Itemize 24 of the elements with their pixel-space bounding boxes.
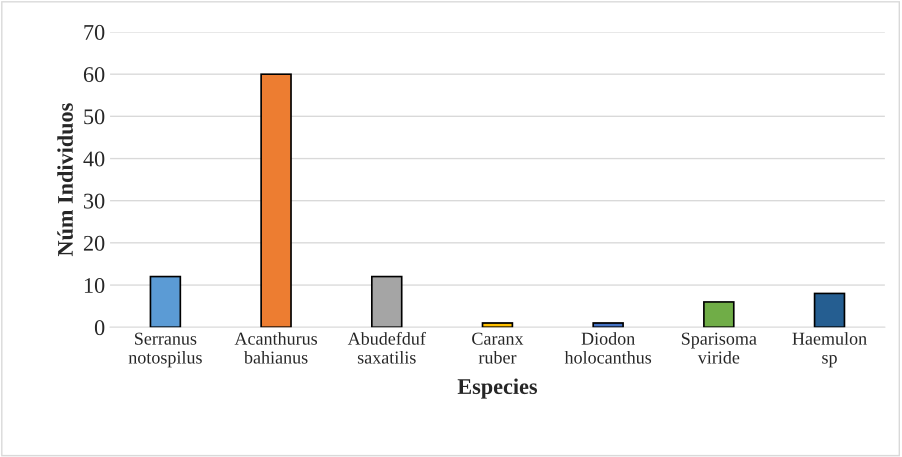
x-tick-label: Serranus notospilus — [128, 332, 202, 368]
bar — [260, 73, 292, 328]
y-tick-label: 30 — [84, 194, 104, 209]
bar — [703, 301, 735, 328]
x-tick-label: Haemulon sp — [792, 332, 867, 368]
y-tick-label: 10 — [84, 278, 104, 293]
x-tick-label: Abudefduf saxatilis — [348, 332, 426, 364]
y-tick-label: 0 — [94, 320, 104, 336]
bar — [592, 322, 624, 328]
bar — [814, 292, 846, 328]
x-tick-label: Diodon holocanthus — [564, 332, 652, 364]
y-tick-label: 70 — [84, 24, 104, 40]
y-axis-title: Núm Individuos — [57, 103, 73, 256]
bar — [150, 276, 182, 328]
x-axis-title: Especies — [458, 378, 538, 399]
x-tick-label: Sparisoma viride — [682, 332, 757, 364]
y-tick-label: 60 — [84, 67, 104, 82]
y-tick-label: 40 — [83, 151, 104, 166]
y-tick-label: 50 — [84, 109, 104, 124]
bar — [482, 322, 514, 328]
x-tick-label: Caranx ruber — [472, 332, 524, 364]
y-tick-label: 20 — [84, 236, 104, 251]
x-tick-label: Acanthurus bahianus — [234, 332, 318, 364]
bar — [370, 276, 403, 328]
